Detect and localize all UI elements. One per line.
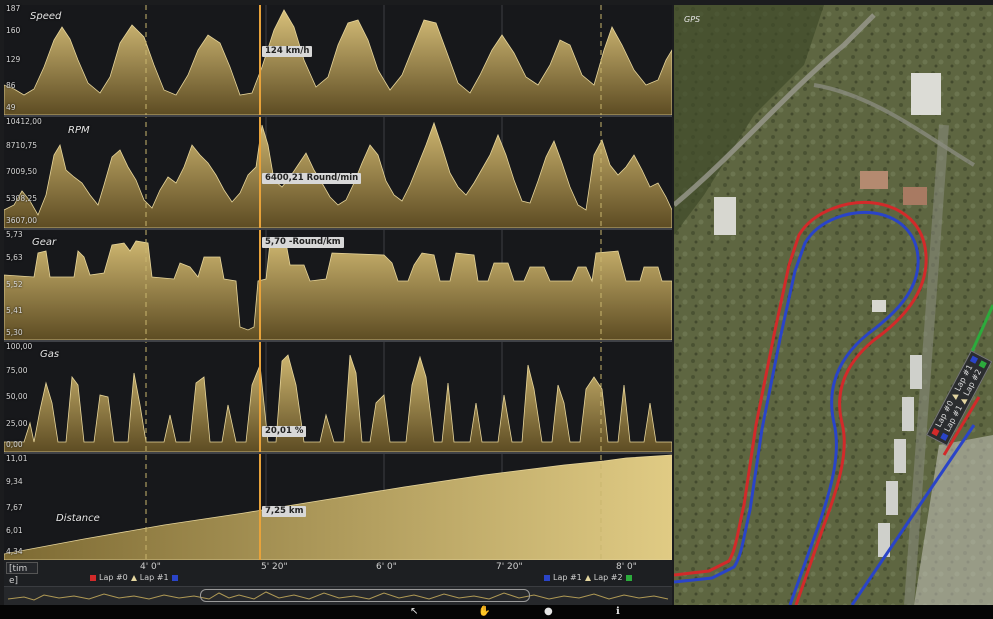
gas-chart-title: Gas [40, 349, 60, 360]
time-tick-label: 4' 0" [140, 562, 161, 572]
rpm-tick: 10412,00 [6, 117, 42, 126]
hand-icon[interactable]: ✋ [478, 606, 491, 617]
lap1-straight-line [850, 424, 976, 605]
speed-tick: 86 [6, 81, 16, 90]
gear-tick: 5,73 [6, 230, 23, 239]
gas-tick: 75,00 [6, 366, 28, 375]
lap-start-marker-icon [959, 396, 968, 405]
lap0-label: Lap #0 [99, 573, 128, 582]
time-axis: [tim e] 4' 0" 5' 20" 6' 0" 7' 20" 8' 0" … [4, 560, 672, 586]
speed-tick: 187 [6, 4, 21, 13]
lap1-swatch [171, 574, 178, 581]
charts-canvas[interactable] [4, 5, 672, 560]
gas-tick: 25,00 [6, 419, 28, 428]
lap2-swatch [625, 574, 632, 581]
lap2-label: Lap #2 [593, 573, 623, 582]
lap-marker-lines [145, 5, 602, 560]
lap-legend-right: Lap #1 Lap #2 [544, 573, 632, 582]
building-row [878, 355, 922, 557]
rpm-tick: 3607,00 [6, 216, 38, 225]
lap2-swatch [978, 360, 987, 369]
cursor-icon[interactable]: ↖ [410, 606, 419, 617]
distance-chart-title: Distance [56, 513, 100, 524]
lap-legend-left: Lap #0 Lap #1 [90, 573, 178, 582]
speed-readout: 124 km/h [262, 46, 313, 57]
bottom-toolbar: ↖ ✋ ● ℹ [0, 605, 993, 619]
time-unit-selector[interactable]: [tim e] [6, 562, 38, 586]
speed-tick: 129 [6, 55, 21, 64]
rpm-trace [4, 121, 672, 229]
overview-scrollbar[interactable] [4, 586, 672, 605]
zoom-icon[interactable]: ● [544, 606, 553, 617]
distance-trace [4, 454, 672, 560]
gear-readout: 5,70 -Round/km [262, 237, 344, 248]
distance-readout: 7,25 km [262, 506, 307, 517]
gas-tick: 0,00 [6, 440, 23, 449]
building [872, 300, 886, 312]
overview-window-handle[interactable] [200, 589, 530, 602]
rpm-tick: 8710,75 [6, 141, 38, 150]
gear-tick: 5,63 [6, 253, 23, 262]
building [860, 171, 888, 189]
lap1-track-line [674, 210, 920, 605]
rpm-readout: 6400,21 Round/min [262, 173, 362, 184]
info-icon[interactable]: ℹ [616, 606, 620, 617]
speed-chart-title: Speed [30, 11, 62, 22]
gas-tick: 50,00 [6, 392, 28, 401]
distance-tick: 4,34 [6, 547, 23, 556]
gas-tick: 100,00 [6, 342, 33, 351]
lap0-straight-line [942, 396, 981, 456]
gear-trace [4, 240, 672, 341]
gas-trace [4, 354, 672, 453]
lap1-swatch [940, 432, 949, 441]
building [903, 187, 927, 205]
gas-readout: 20,01 % [262, 426, 307, 437]
gps-title: GPS [684, 15, 701, 24]
distance-tick: 7,67 [6, 503, 23, 512]
urban-area [914, 435, 993, 605]
rpm-tick: 5308,25 [6, 194, 38, 203]
rpm-chart-title: RPM [68, 125, 90, 136]
lap1-label: Lap #1 [553, 573, 582, 582]
gear-chart-title: Gear [32, 237, 57, 248]
building [911, 73, 941, 115]
lap0-swatch [90, 574, 96, 581]
chart-separators [4, 115, 672, 454]
rpm-tick: 7009,50 [6, 167, 38, 176]
vegetation-area [674, 5, 824, 235]
distance-tick: 6,01 [6, 526, 23, 535]
speed-tick: 49 [6, 103, 16, 112]
distance-tick: 11,01 [6, 454, 28, 463]
gps-map-panel[interactable]: GPS Lap #0 Lap #1 Lap #1 Lap #2 [674, 5, 993, 605]
lap0-track-line [674, 200, 928, 605]
overview-sparkline [7, 591, 669, 601]
road [674, 13, 876, 207]
road [813, 83, 976, 167]
gear-tick: 5,30 [6, 328, 23, 337]
charts-panel: Speed RPM Gear Gas Distance 187 160 129 … [4, 5, 672, 605]
gear-tick: 5,41 [6, 306, 23, 315]
time-tick-label: 7' 20" [496, 562, 523, 572]
lap1-swatch [544, 574, 550, 581]
time-tick-label: 8' 0" [616, 562, 637, 572]
lap-start-marker-icon [130, 574, 137, 581]
time-tick-label: 6' 0" [376, 562, 397, 572]
gps-map-canvas[interactable] [674, 5, 993, 605]
gear-tick: 5,52 [6, 280, 23, 289]
road [904, 124, 949, 605]
speed-trace [4, 9, 672, 116]
building [714, 197, 736, 235]
speed-tick: 160 [6, 26, 21, 35]
time-tick-label: 5' 20" [261, 562, 288, 572]
distance-tick: 9,34 [6, 477, 23, 486]
lap-start-marker-icon [584, 574, 591, 581]
lap1-label: Lap #1 [139, 573, 169, 582]
